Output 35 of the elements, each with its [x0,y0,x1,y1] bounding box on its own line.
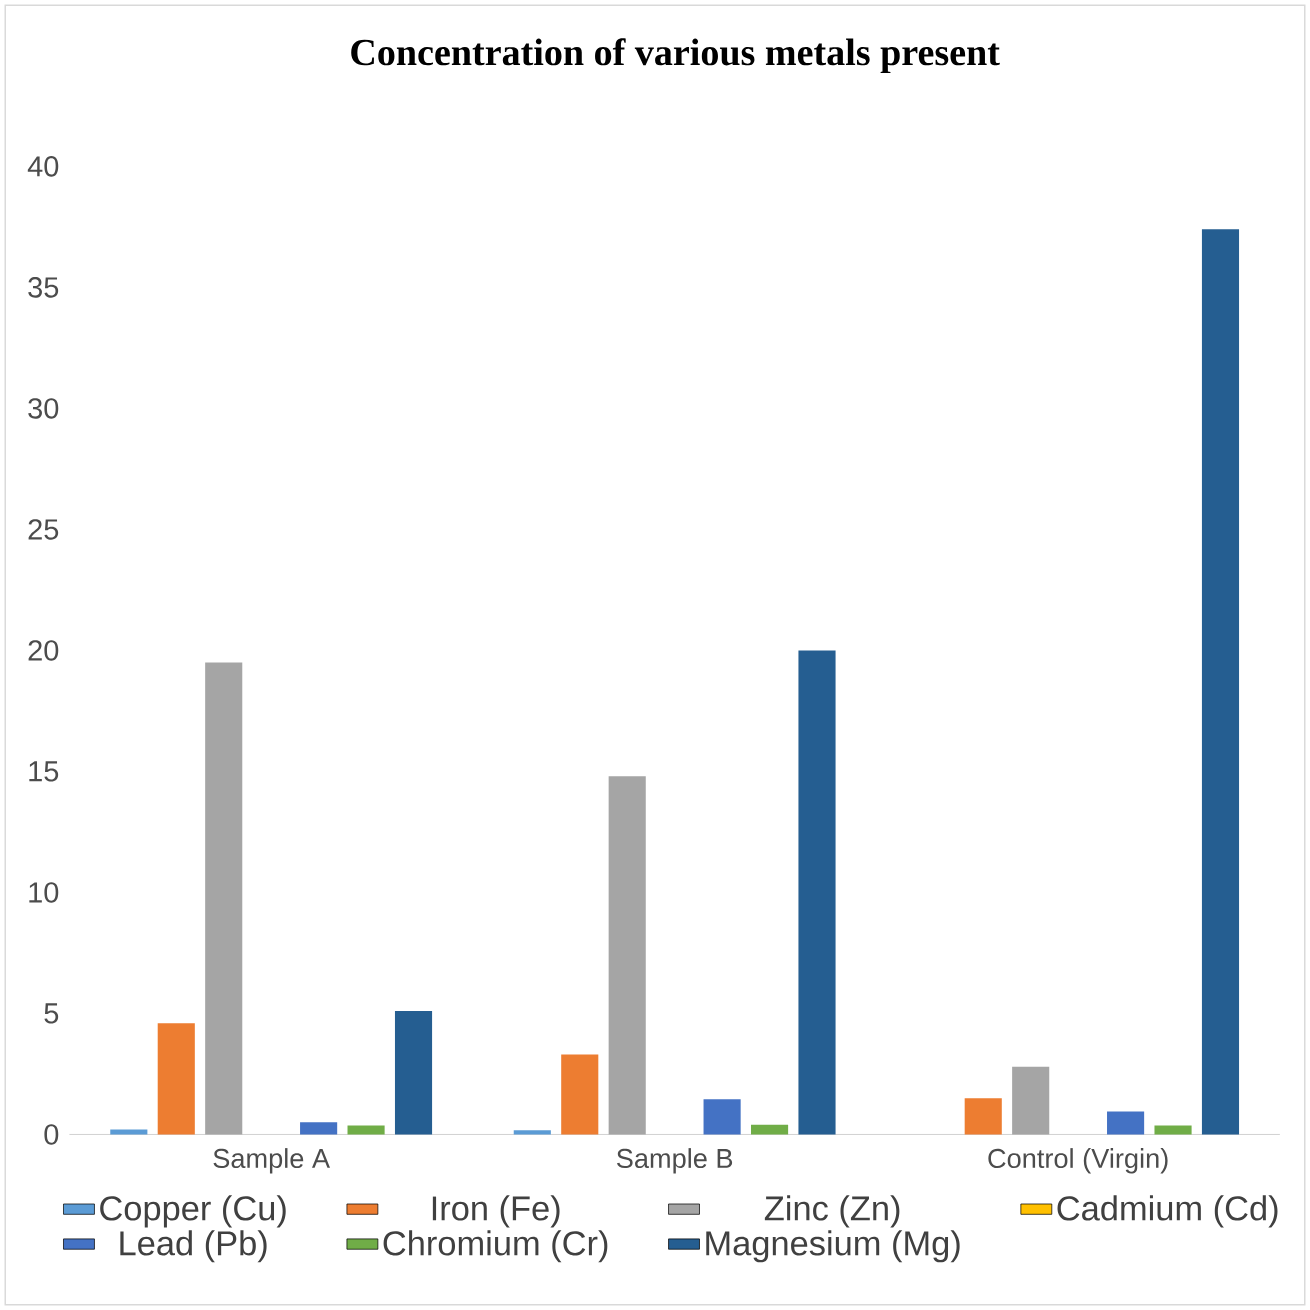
y-tick-label: 30 [28,398,59,419]
y-tick-label: 40 [27,156,59,177]
x-tick-label: Sample A [213,1148,331,1174]
bar [300,1122,338,1135]
bar [205,662,243,1135]
y-tick-label: 15 [29,761,59,782]
bar [751,1124,789,1135]
x-tick-label: Control (Virgin) [988,1148,1168,1174]
legend-label: Lead (Pb) [120,1230,267,1263]
y-tick-label: 0 [44,1124,59,1145]
y-tick-label: 20 [28,640,59,661]
bar [1012,1066,1050,1135]
bar [561,1054,599,1135]
bar [608,776,646,1135]
y-tick-label: 5 [44,1003,59,1024]
legend-label: Iron (Fe) [432,1195,560,1228]
y-tick-label: 25 [28,519,59,540]
legend-label: Cadmium (Cd) [1057,1195,1278,1228]
bar [1154,1125,1192,1135]
bar [703,1099,741,1135]
y-tick-label: 10 [29,882,59,903]
bar [157,1023,195,1135]
legend-label: Chromium (Cr) [383,1230,608,1263]
bar [1201,229,1240,1135]
legend-label: Zinc (Zn) [764,1195,900,1228]
bar [1107,1111,1145,1135]
bar [964,1098,1002,1135]
bar [798,650,836,1135]
legend-label: Copper (Cu) [100,1195,286,1228]
x-tick-label: Sample B [616,1148,733,1174]
bar [394,1011,433,1135]
bar [513,1130,551,1135]
y-tick-label: 35 [28,277,59,298]
chart-title: Concentration of various metals present [351,38,1000,74]
legend-label: Magnesium (Mg) [706,1230,960,1263]
